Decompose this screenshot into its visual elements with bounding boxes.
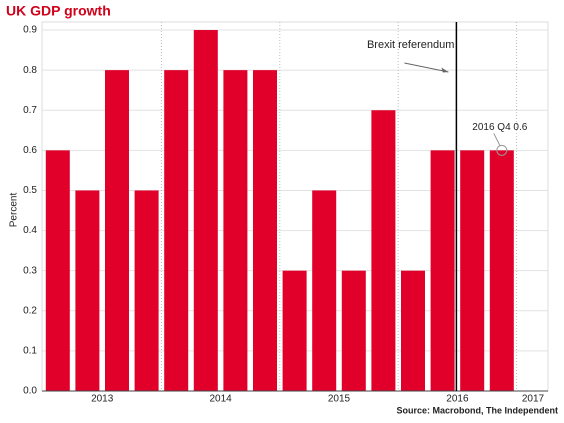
- source: Source: Macrobond, The Independent: [396, 405, 558, 415]
- chart-title: UK GDP growth: [6, 3, 111, 19]
- annotation-arrowhead: [441, 67, 449, 73]
- x-tick-label: 2015: [328, 394, 351, 405]
- annotation: 2016 Q4 0.6: [472, 122, 527, 133]
- y-tick-label: 0.9: [23, 25, 37, 36]
- bar: [401, 270, 425, 391]
- bar: [489, 150, 514, 391]
- x-tick-label: 2014: [209, 394, 232, 405]
- y-tick-label: 0.1: [23, 346, 37, 357]
- y-axis-label: Percent: [9, 193, 20, 228]
- y-tick-label: 0.4: [23, 225, 37, 236]
- bar: [223, 70, 248, 391]
- bar: [105, 70, 129, 391]
- x-tick-label: 2017: [522, 394, 545, 405]
- bar: [341, 270, 366, 391]
- y-tick-label: 0.6: [23, 145, 37, 156]
- bar: [75, 190, 100, 391]
- annotation: Brexit referendum: [367, 39, 454, 51]
- y-tick-label: 0.3: [23, 265, 37, 276]
- y-tick-label: 0.2: [23, 305, 37, 316]
- y-tick-label: 0.8: [23, 65, 37, 76]
- bar: [430, 150, 455, 391]
- bar: [312, 190, 337, 391]
- y-tick-label: 0.0: [23, 386, 37, 397]
- bar: [460, 150, 485, 391]
- bar: [193, 30, 218, 392]
- bar: [371, 110, 396, 391]
- bar: [164, 70, 189, 391]
- y-tick-label: 0.7: [23, 105, 37, 116]
- x-tick-label: 2013: [91, 394, 114, 405]
- annotation-leader: [493, 133, 501, 146]
- bar: [282, 270, 307, 391]
- bar: [253, 70, 277, 391]
- bar: [45, 150, 70, 391]
- highlight-marker: [496, 144, 508, 156]
- bar: [134, 190, 159, 391]
- y-tick-label: 0.5: [23, 185, 37, 196]
- annotation-arrow: [404, 62, 449, 73]
- x-tick-label: 2016: [446, 394, 469, 405]
